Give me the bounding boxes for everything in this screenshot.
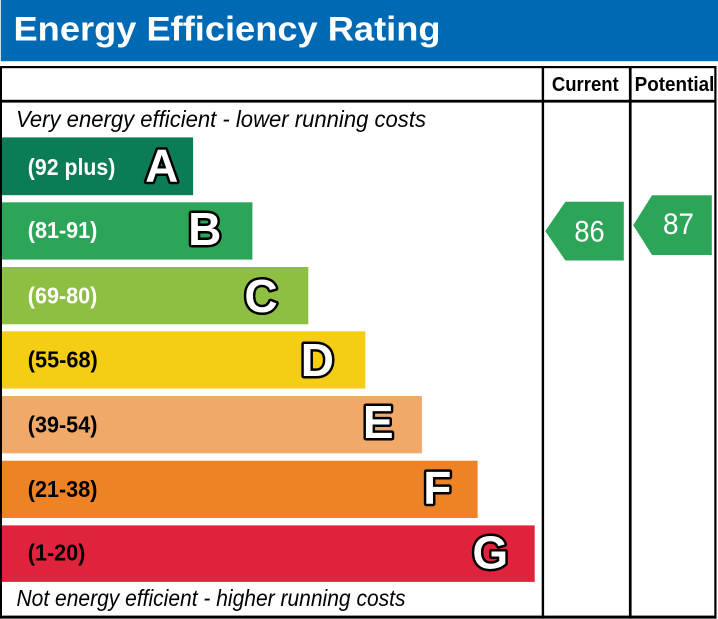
svg-text:(21-38): (21-38) — [28, 476, 98, 502]
svg-text:(81-91): (81-91) — [28, 217, 98, 243]
svg-text:(92 plus): (92 plus) — [28, 154, 116, 180]
svg-text:87: 87 — [663, 208, 694, 241]
svg-text:F: F — [423, 461, 451, 513]
svg-text:G: G — [472, 527, 508, 579]
svg-text:(69-80): (69-80) — [28, 283, 98, 309]
svg-text:Current: Current — [552, 73, 619, 96]
svg-text:D: D — [301, 334, 334, 386]
svg-text:(55-68): (55-68) — [28, 347, 98, 373]
svg-text:Potential: Potential — [635, 73, 715, 96]
svg-text:Not energy efficient - higher: Not energy efficient - higher running co… — [17, 585, 406, 611]
svg-text:A: A — [145, 140, 178, 192]
svg-text:Energy Efficiency Rating: Energy Efficiency Rating — [14, 11, 441, 49]
svg-text:E: E — [363, 396, 394, 448]
svg-text:(39-54): (39-54) — [28, 412, 98, 438]
svg-text:86: 86 — [574, 215, 604, 248]
svg-text:B: B — [188, 203, 221, 255]
svg-text:Very energy efficient - lower: Very energy efficient - lower running co… — [16, 106, 426, 132]
svg-text:(1-20): (1-20) — [28, 540, 86, 566]
svg-text:C: C — [244, 270, 277, 322]
